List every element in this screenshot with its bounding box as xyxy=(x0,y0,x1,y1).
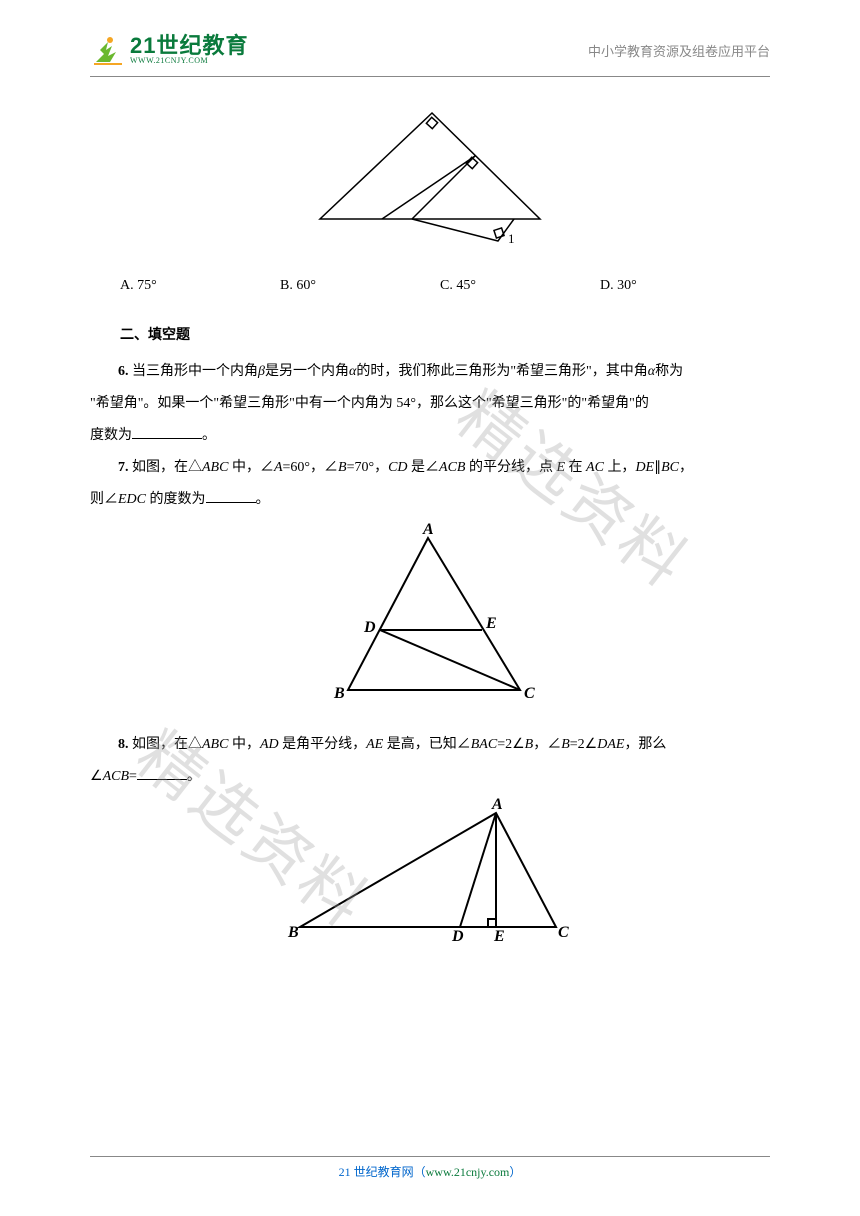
page-content: 1 A. 75° B. 60° C. 45° D. 30° 二、填空题 6. 当… xyxy=(0,101,860,958)
q7-edc: EDC xyxy=(118,492,146,507)
q7-t5: 是∠ xyxy=(408,460,440,475)
q6-number: 6. xyxy=(118,364,129,379)
header-divider xyxy=(90,76,770,77)
option-a: A. 75° xyxy=(120,272,280,300)
q8-number: 8. xyxy=(118,737,129,752)
q8-dae: DAE xyxy=(597,737,624,752)
q6-t3: 的时，我们称此三角形为"希望三角形"，其中角 xyxy=(356,364,647,379)
option-d: D. 30° xyxy=(600,272,760,300)
q7-a: A xyxy=(274,460,283,475)
q6-l3a: 度数为 xyxy=(90,428,132,443)
q8-t3: 是角平分线， xyxy=(279,737,367,752)
q6-t4: 称为 xyxy=(655,364,683,379)
section-2-heading: 二、填空题 xyxy=(120,322,770,350)
fig7-D: D xyxy=(363,619,376,636)
fig7-E: E xyxy=(485,615,497,632)
q7-blank xyxy=(206,489,256,503)
q7-l2b: 的度数为 xyxy=(146,492,206,507)
q8-acb: ACB xyxy=(103,769,129,784)
q7-b: B xyxy=(338,460,347,475)
q8-blank xyxy=(137,766,187,780)
option-c: C. 45° xyxy=(440,272,600,300)
footer-text: 21 世纪教育网（ xyxy=(339,1165,426,1179)
page-header: 21世纪教育 WWW.21CNJY.COM 中小学教育资源及组卷应用平台 xyxy=(0,0,860,76)
q8-bac: BAC xyxy=(471,737,497,752)
logo-runner-icon xyxy=(90,32,126,68)
q7-ac: AC xyxy=(586,460,604,475)
q6-beta: β xyxy=(258,364,265,379)
q8-t8: ，那么 xyxy=(624,737,666,752)
q8-t1: 如图，在△ xyxy=(132,737,202,752)
q8-t2: 中， xyxy=(228,737,260,752)
fig8-C: C xyxy=(558,924,569,941)
angle-1-label: 1 xyxy=(508,231,515,246)
q8-b: B xyxy=(525,737,534,752)
q8-t4: 是高，已知∠ xyxy=(383,737,471,752)
q6-t2: 是另一个内角 xyxy=(265,364,349,379)
q7-period: 。 xyxy=(256,492,270,507)
q7-t3: =60°，∠ xyxy=(283,460,339,475)
footer-close: ） xyxy=(509,1165,521,1179)
logo-text-group: 21世纪教育 WWW.21CNJY.COM xyxy=(130,35,248,65)
q8-l2a: ∠ xyxy=(90,769,103,784)
q8-l2b: = xyxy=(129,769,137,784)
q7-bc: BC xyxy=(661,460,679,475)
q7-t2: 中，∠ xyxy=(228,460,274,475)
option-b: B. 60° xyxy=(280,272,440,300)
q7-abc: ABC xyxy=(202,460,228,475)
q7-t4: =70°， xyxy=(347,460,389,475)
site-logo: 21世纪教育 WWW.21CNJY.COM xyxy=(90,32,248,68)
problem-6-line3: 度数为 。 xyxy=(90,422,770,450)
problem-7: 7. 如图，在△ABC 中，∠A=60°，∠B=70°，CD 是∠ACB 的平分… xyxy=(90,454,770,482)
figure-q7: A B C D E xyxy=(90,520,770,721)
q7-acb: ACB xyxy=(439,460,465,475)
fig8-B: B xyxy=(287,924,299,941)
fig7-A: A xyxy=(422,521,434,538)
problem-7-line2: 则∠EDC 的度数为 。 xyxy=(90,486,770,514)
q8-t7: =2∠ xyxy=(570,737,597,752)
q6-blank xyxy=(132,425,202,439)
problem-6-line2: "希望角"。如果一个"希望三角形"中有一个内角为 54°，那么这个"希望三角形"… xyxy=(90,390,770,418)
q7-de: DE xyxy=(635,460,654,475)
q7-t8: 上， xyxy=(604,460,636,475)
q7-e: E xyxy=(556,460,565,475)
figure-q5: 1 xyxy=(90,101,770,262)
triangle-diagram-q7: A B C D E xyxy=(310,520,550,710)
triangle-diagram-q8: A B C D E xyxy=(280,797,580,947)
page-footer: 21 世纪教育网（www.21cnjy.com） xyxy=(0,1156,860,1180)
figure-q8: A B C D E xyxy=(90,797,770,958)
q8-period: 。 xyxy=(187,769,201,784)
problem-8: 8. 如图，在△ABC 中，AD 是角平分线，AE 是高，已知∠BAC=2∠B，… xyxy=(90,731,770,759)
q6-period: 。 xyxy=(202,428,216,443)
q8-abc: ABC xyxy=(202,737,228,752)
q8-ad: AD xyxy=(260,737,279,752)
logo-sub-text: WWW.21CNJY.COM xyxy=(130,57,248,65)
q8-ae: AE xyxy=(366,737,383,752)
q7-l2a: 则∠ xyxy=(90,492,118,507)
q7-cd: CD xyxy=(388,460,407,475)
q7-t7: 在 xyxy=(565,460,586,475)
options-row-q5: A. 75° B. 60° C. 45° D. 30° xyxy=(90,272,770,300)
fig7-C: C xyxy=(524,685,535,702)
fig7-B: B xyxy=(333,685,345,702)
q7-t1: 如图，在△ xyxy=(132,460,202,475)
fig8-E: E xyxy=(493,928,505,945)
q8-t6: ，∠ xyxy=(533,737,561,752)
footer-divider xyxy=(90,1156,770,1157)
q8-b2: B xyxy=(561,737,570,752)
logo-main-text: 21世纪教育 xyxy=(130,35,248,57)
problem-6: 6. 当三角形中一个内角β是另一个内角α的时，我们称此三角形为"希望三角形"，其… xyxy=(90,358,770,386)
q7-t6: 的平分线，点 xyxy=(465,460,556,475)
fig8-D: D xyxy=(451,928,464,945)
q7-number: 7. xyxy=(118,460,129,475)
q7-t10: ， xyxy=(679,460,693,475)
footer-url: www.21cnjy.com xyxy=(426,1165,510,1179)
q8-t5: =2∠ xyxy=(497,737,524,752)
header-subtitle: 中小学教育资源及组卷应用平台 xyxy=(588,41,770,60)
problem-8-line2: ∠ACB= 。 xyxy=(90,763,770,791)
q6-t1: 当三角形中一个内角 xyxy=(132,364,258,379)
q6-l2: "希望角"。如果一个"希望三角形"中有一个内角为 54°，那么这个"希望三角形"… xyxy=(90,396,649,411)
triangle-diagram-q5: 1 xyxy=(300,101,560,251)
fig8-A: A xyxy=(491,797,503,813)
